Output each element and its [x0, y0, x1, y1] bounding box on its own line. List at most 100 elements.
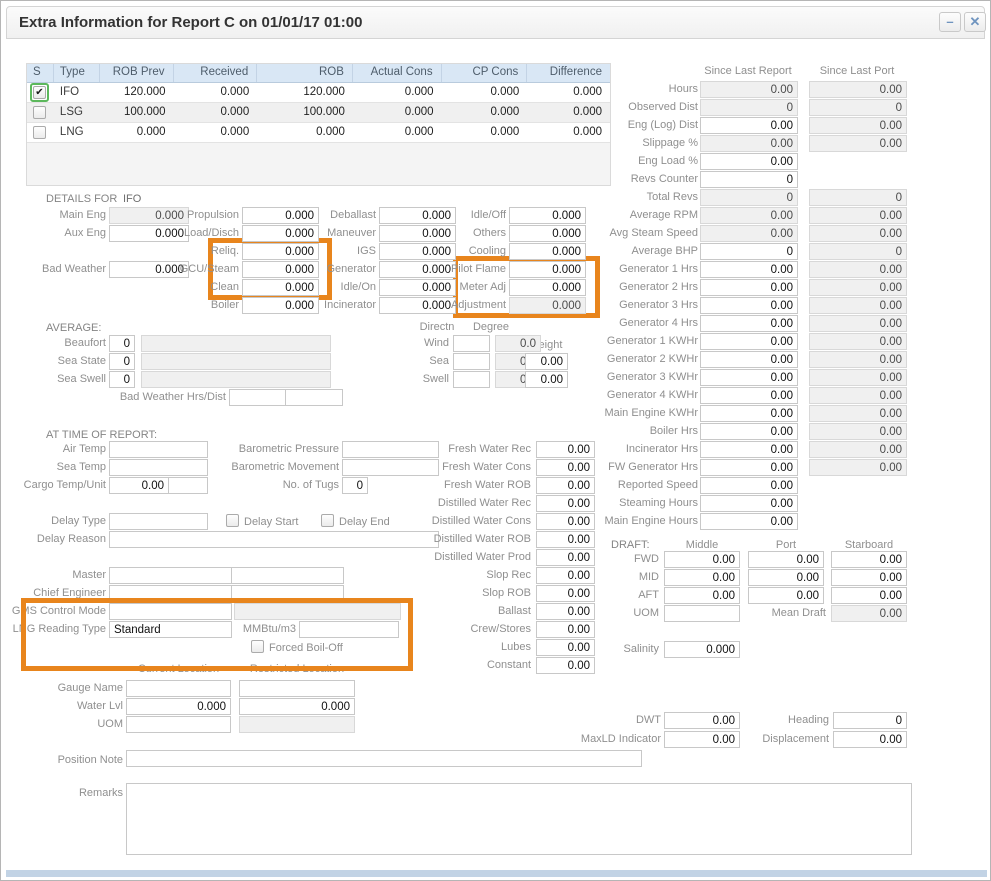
water-lvl-restricted-input[interactable]: 0.000	[239, 698, 355, 715]
generator-1-kwhr-since-report-field[interactable]: 0.00	[700, 333, 798, 350]
draft-fwd-starboard-input[interactable]: 0.00	[831, 551, 907, 568]
uom-current-input[interactable]	[126, 716, 231, 733]
crew-stores-input[interactable]: 0.00	[536, 621, 595, 638]
generator-4-kwhr-since-report-field[interactable]: 0.00	[700, 387, 798, 404]
chief-engineer-input-2[interactable]	[231, 585, 344, 602]
load-disch-input[interactable]: 0.000	[242, 225, 319, 242]
forced-boil-off-checkbox[interactable]	[251, 640, 264, 653]
clean-input[interactable]: 0.000	[242, 279, 319, 296]
propulsion-input[interactable]: 0.000	[242, 207, 319, 224]
barometric-pressure-input[interactable]	[342, 441, 439, 458]
cooling-input[interactable]: 0.000	[509, 243, 586, 260]
gms-control-mode-input[interactable]	[109, 603, 232, 620]
fresh-water-rob-input[interactable]: 0.00	[536, 477, 595, 494]
water-lvl-current-input[interactable]: 0.000	[126, 698, 231, 715]
generator-4-hrs-since-report-field[interactable]: 0.00	[700, 315, 798, 332]
fuel-select-checkbox-ifo[interactable]: ✔	[33, 86, 46, 99]
bad-weather-input[interactable]: 0.000	[109, 261, 189, 278]
generator-1-hrs-since-report-field[interactable]: 0.00	[700, 261, 798, 278]
incinerator-hrs-since-report-field[interactable]: 0.00	[700, 441, 798, 458]
slop-rec-input[interactable]: 0.00	[536, 567, 595, 584]
incinerator-input[interactable]: 0.000	[379, 297, 456, 314]
gauge-name-current-input[interactable]	[126, 680, 231, 697]
steaming-hours-since-report-field[interactable]: 0.00	[700, 495, 798, 512]
distilled-water-rob-input[interactable]: 0.00	[536, 531, 595, 548]
draft-mid-starboard-input[interactable]: 0.00	[831, 569, 907, 586]
bad-weather-hrs-input[interactable]	[229, 389, 286, 406]
idle-off-input[interactable]: 0.000	[509, 207, 586, 224]
swell-height-input[interactable]: 0.00	[525, 371, 568, 388]
distilled-water-prod-input[interactable]: 0.00	[536, 549, 595, 566]
sea-state-input[interactable]: 0	[109, 353, 135, 370]
sea-temp-input[interactable]	[109, 459, 208, 476]
salinity-input[interactable]: 0.000	[664, 641, 740, 658]
eng-log-dist-since-report-field[interactable]: 0.00	[700, 117, 798, 134]
others-input[interactable]: 0.000	[509, 225, 586, 242]
gauge-name-restricted-input[interactable]	[239, 680, 355, 697]
barometric-movement-input[interactable]	[342, 459, 439, 476]
lubes-input[interactable]: 0.00	[536, 639, 595, 656]
fuel-select-checkbox-lsg[interactable]	[33, 106, 46, 119]
draft-aft-starboard-input[interactable]: 0.00	[831, 587, 907, 604]
average-bhp-since-report-field[interactable]: 0	[700, 243, 798, 260]
main-engine-kwhr-since-report-field[interactable]: 0.00	[700, 405, 798, 422]
dwt-input[interactable]: 0.00	[664, 712, 740, 729]
constant-input[interactable]: 0.00	[536, 657, 595, 674]
displacement-input[interactable]: 0.00	[833, 731, 907, 748]
minimize-button[interactable]: –	[939, 12, 961, 32]
draft-mid-middle-input[interactable]: 0.00	[664, 569, 740, 586]
reported-speed-since-report-field[interactable]: 0.00	[700, 477, 798, 494]
idle-on-input[interactable]: 0.000	[379, 279, 456, 296]
remarks-textarea[interactable]	[126, 783, 912, 855]
master-input-1[interactable]	[109, 567, 232, 584]
meter-adj-input[interactable]: 0.000	[509, 279, 586, 296]
delay-type-input[interactable]	[109, 513, 208, 530]
delay-start-checkbox[interactable]	[226, 514, 239, 527]
generator-2-hrs-since-report-field[interactable]: 0.00	[700, 279, 798, 296]
igs-input[interactable]: 0.000	[379, 243, 456, 260]
fuel-row-ifo[interactable]: ✔ IFO 120.000 0.000 120.000 0.000 0.000 0.000	[27, 83, 610, 103]
generator-2-kwhr-since-report-field[interactable]: 0.00	[700, 351, 798, 368]
eng-load-since-report-field[interactable]: 0.00	[700, 153, 798, 170]
sea-height-input[interactable]: 0.00	[525, 353, 568, 370]
mmbtu-m3-input[interactable]	[299, 621, 399, 638]
aux-eng-input[interactable]: 0.000	[109, 225, 189, 242]
revs-counter-since-report-field[interactable]: 0	[700, 171, 798, 188]
maneuver-input[interactable]: 0.000	[379, 225, 456, 242]
reliq-input[interactable]: 0.000	[242, 243, 319, 260]
maxld-indicator-input[interactable]: 0.00	[664, 731, 740, 748]
sea-swell-input[interactable]: 0	[109, 371, 135, 388]
cargo-temp-input[interactable]: 0.00	[109, 477, 169, 494]
swell-directn-input[interactable]	[453, 371, 490, 388]
deballast-input[interactable]: 0.000	[379, 207, 456, 224]
fresh-water-rec-input[interactable]: 0.00	[536, 441, 595, 458]
fuel-row-lng[interactable]: LNG 0.000 0.000 0.000 0.000 0.000 0.000	[27, 123, 610, 143]
draft-aft-port-input[interactable]: 0.00	[748, 587, 824, 604]
lng-reading-type-input[interactable]: Standard	[109, 621, 232, 638]
generator-input[interactable]: 0.000	[379, 261, 456, 278]
beaufort-input[interactable]: 0	[109, 335, 135, 352]
gcu-steam-input[interactable]: 0.000	[242, 261, 319, 278]
cargo-unit-input[interactable]	[168, 477, 208, 494]
boiler-input[interactable]: 0.000	[242, 297, 319, 314]
draft-fwd-port-input[interactable]: 0.00	[748, 551, 824, 568]
fuel-select-checkbox-lng[interactable]	[33, 126, 46, 139]
no-of-tugs-input[interactable]: 0	[342, 477, 368, 494]
heading-input[interactable]: 0	[833, 712, 907, 729]
generator-3-kwhr-since-report-field[interactable]: 0.00	[700, 369, 798, 386]
draft-fwd-middle-input[interactable]: 0.00	[664, 551, 740, 568]
draft-aft-middle-input[interactable]: 0.00	[664, 587, 740, 604]
sea-directn-input[interactable]	[453, 353, 490, 370]
draft-mid-port-input[interactable]: 0.00	[748, 569, 824, 586]
master-input-2[interactable]	[231, 567, 344, 584]
slop-rob-input[interactable]: 0.00	[536, 585, 595, 602]
delay-reason-input[interactable]	[109, 531, 439, 548]
pilot-flame-input[interactable]: 0.000	[509, 261, 586, 278]
delay-end-checkbox[interactable]	[321, 514, 334, 527]
chief-engineer-input-1[interactable]	[109, 585, 232, 602]
air-temp-input[interactable]	[109, 441, 208, 458]
distilled-water-rec-input[interactable]: 0.00	[536, 495, 595, 512]
boiler-hrs-since-report-field[interactable]: 0.00	[700, 423, 798, 440]
position-note-input[interactable]	[126, 750, 642, 767]
generator-3-hrs-since-report-field[interactable]: 0.00	[700, 297, 798, 314]
